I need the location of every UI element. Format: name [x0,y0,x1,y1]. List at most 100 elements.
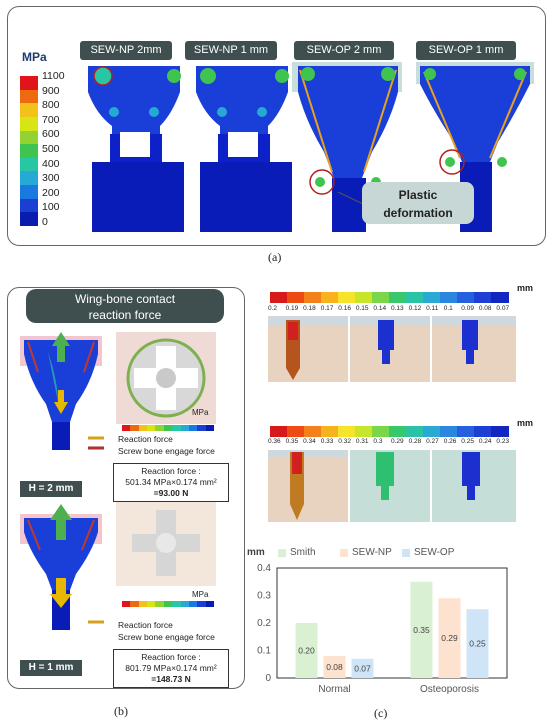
model-sew-np-1mm [196,66,292,232]
scale-swatch [270,426,288,437]
mini-colorbar-swatch [138,425,148,431]
scale-tick-label: 0.16 [338,305,351,312]
topview-h2 [116,332,216,424]
scale-tick-label: 0.14 [373,305,387,312]
colorbar-tick-label: 300 [42,172,60,185]
scale-swatch [457,426,475,437]
scale-tick-label: 0.32 [338,438,351,445]
tab-sew-op-2mm: SEW-OP 2 mm [294,41,394,60]
scale-swatch [287,426,305,437]
model-h1 [20,504,102,630]
model-sew-np-2mm [88,66,184,232]
legend-swatch [278,549,286,557]
mini-colorbar-swatch [122,425,131,431]
scale-tick-label: 0.08 [478,305,492,312]
mini-colorbar-swatch [138,601,148,607]
displacement-scale-1-ticks: 0.2 0.19 0.18 0.17 0.16 0.15 0.14 0.13 0.12 0.11 0… [268,305,514,315]
x-category-label: Normal [318,684,350,695]
scale-swatch [457,292,475,303]
colorbar-swatch [20,103,38,118]
stress-colorbar [20,76,38,227]
scale-tick-label: 0.31 [355,438,369,445]
tab-sew-np-2mm: SEW-NP 2mm [80,41,172,60]
model-h2 [20,332,102,450]
caption-a: (a) [268,250,282,264]
legend-swatch [402,549,410,557]
h2-label: H = 2 mm [20,481,82,497]
mini-unit-1: MPa [192,408,209,417]
bar-value-label: 0.29 [441,633,458,643]
tab-sew-op-1mm: SEW-OP 1 mm [416,41,516,60]
scale-tick-label: 0.24 [478,438,492,445]
scale-swatch [474,426,492,437]
bar-smith [295,623,318,678]
mini-colorbar-swatch [155,425,165,431]
scale-swatch [440,292,458,303]
scale-swatch [338,426,356,437]
scale-swatch [355,292,373,303]
mini-colorbar-swatch [122,601,131,607]
colorbar-tick-label: 900 [42,84,60,97]
reaction-force-box-h2: Reaction force : 501.34 MPa×0.174 mm² =9… [113,463,229,502]
mpa-unit-label: MPa [22,50,47,64]
colorbar-swatch [20,212,38,227]
legend-entry: Smith [290,547,316,558]
scale-swatch [389,292,407,303]
bar-value-label: 0.35 [413,625,430,635]
chart-ylabel: mm [247,547,265,558]
y-tick-label: 0.4 [257,563,271,574]
colorbar-tick-label: 100 [42,201,60,214]
scale-swatch [440,426,458,437]
mini-colorbar-swatch [205,425,215,431]
scale-swatch [270,292,288,303]
mini-unit-2: MPa [192,590,209,599]
colorbar-swatch [20,116,38,132]
colorbar-swatch [20,185,38,200]
colorbar-tick-label: 600 [42,128,60,141]
scale-swatch [491,292,509,303]
scale-swatch [389,426,407,437]
mini-colorbar-swatch [188,425,198,431]
colorbar-tick-label: 800 [42,99,60,112]
mini-colorbar-swatch [180,601,190,607]
mini-colorbar-swatch [197,425,207,431]
scale-tick-label: 0.27 [426,438,439,445]
scale-tick-label: 0.19 [285,305,299,312]
scale-tick-label: 0.1 [443,305,453,312]
scale-swatch [406,292,424,303]
mini-colorbar-2 [122,601,215,607]
scale-tick-label: 0.13 [391,305,404,312]
scale-tick-label: 0.11 [426,305,439,312]
scale-tick-label: 0.34 [303,438,316,445]
legend-screw-force-1: Screw bone engage force [118,446,215,456]
chart-legend: Smith SEW-NP SEW-OP [278,547,508,561]
h1-label: H = 1 mm [20,660,82,676]
colorbar-swatch [20,89,38,104]
mini-colorbar-swatch [155,601,165,607]
bar-sew-np [323,656,346,678]
colorbar-tick-label: 0 [42,216,48,228]
colorbar-swatch [20,171,38,186]
bar-value-label: 0.25 [469,639,486,649]
stress-colorbar-ticks: 1100 900 800 700 600 500 400 300 200 100 0 [42,70,82,230]
mini-colorbar-swatch [188,601,198,607]
scale-tick-label: 0.09 [461,305,474,312]
mini-colorbar-swatch [172,425,182,431]
mini-colorbar-swatch [130,601,140,607]
scale-tick-label: 0.28 [408,438,422,445]
bar-value-label: 0.08 [326,662,343,672]
caption-b: (b) [114,704,128,718]
scale-swatch [355,426,373,437]
scale-swatch [321,292,339,303]
colorbar-tick-label: 400 [42,157,60,170]
wing-bone-title: Wing-bone contact reaction force [26,289,224,323]
box-h1-line1: Reaction force : [141,652,201,662]
scale-tick-label: 0.12 [408,305,422,312]
bar-value-label: 0.07 [354,663,371,673]
displacement-bar-chart: 0 0.1 0.2 0.3 0.4 0.20 0.08 0.07 Normal 0.35 0.29 0… [257,563,508,695]
mini-colorbar-swatch [163,601,173,607]
scale-swatch [287,292,305,303]
topview-h1 [116,500,216,586]
wing-bone-renderings [20,332,216,630]
scale-tick-label: 0.07 [496,305,510,312]
